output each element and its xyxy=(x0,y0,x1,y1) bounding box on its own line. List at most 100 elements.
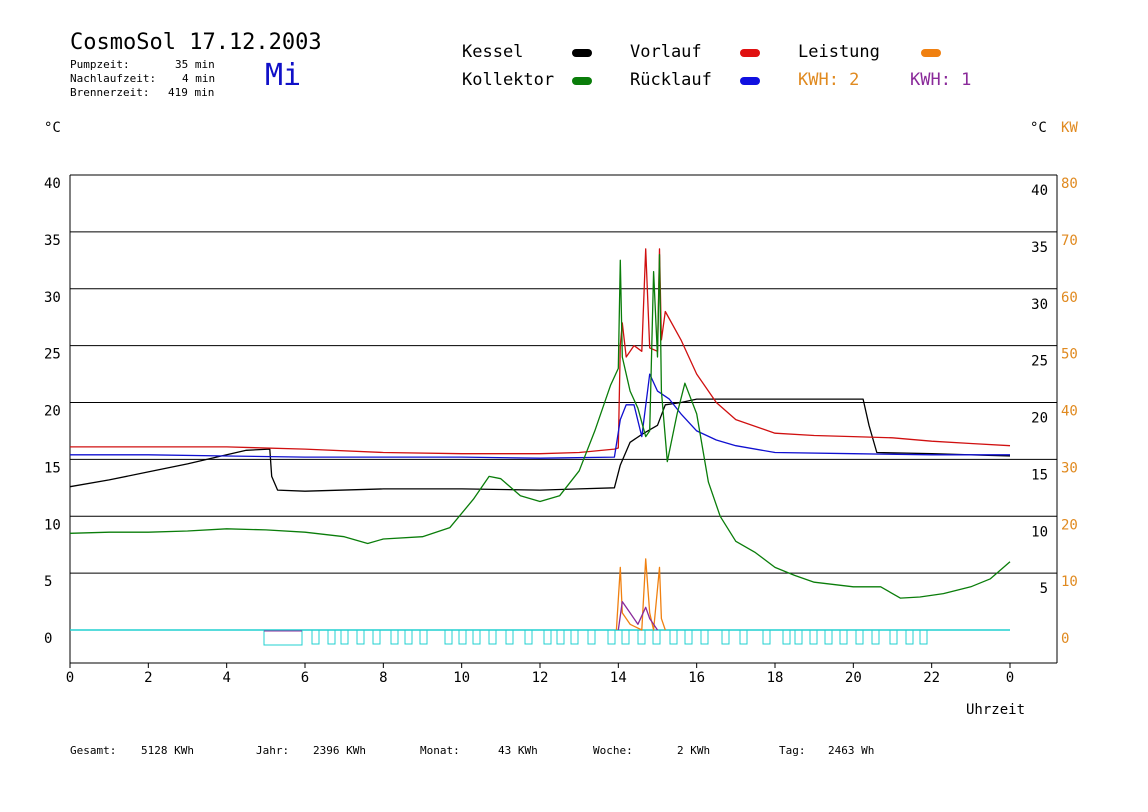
x-tick-label: 0 xyxy=(66,670,74,686)
y-tick-label-left: 10 xyxy=(44,517,61,533)
footer-tag-label: Tag: xyxy=(779,744,806,757)
footer-gesamt-label: Gesamt: xyxy=(70,744,117,757)
y-tick-label-right: 15 xyxy=(1031,467,1048,483)
legend-leistung-swatch xyxy=(921,49,941,57)
x-tick-label: 12 xyxy=(532,670,549,686)
legend-leistung-label: Leistung xyxy=(798,42,880,62)
legend-kessel-swatch xyxy=(572,49,592,57)
stat-brenner-label: Brennerzeit: xyxy=(70,86,150,99)
stat-pumpzeit-label: Pumpzeit: xyxy=(70,58,130,71)
series-line-leistung xyxy=(615,558,666,631)
pump-block xyxy=(824,629,833,645)
pump-block xyxy=(652,629,661,645)
legend-kollektor-label: Kollektor xyxy=(462,70,555,90)
kwh-2-label: KWH: 2 xyxy=(798,70,860,90)
pump-block xyxy=(263,629,303,646)
pump-block xyxy=(762,629,771,645)
x-tick-label: 16 xyxy=(688,670,705,686)
pump-block xyxy=(444,629,453,645)
pump-block xyxy=(419,629,428,645)
x-tick-label: 22 xyxy=(923,670,940,686)
y2-tick-label: 10 xyxy=(1061,574,1078,590)
pump-block xyxy=(327,629,336,645)
x-tick-label: 0 xyxy=(1006,670,1014,686)
y2-tick-label: 0 xyxy=(1061,631,1069,647)
kw-unit-label: KW xyxy=(1061,120,1078,136)
pump-block xyxy=(543,629,552,645)
footer-monat-value: 43 KWh xyxy=(498,744,538,757)
stat-brenner-value: 419 min xyxy=(168,86,215,99)
y-tick-label-right: 20 xyxy=(1031,411,1048,427)
pump-block xyxy=(700,629,709,645)
footer-jahr-value: 2396 KWh xyxy=(313,744,366,757)
legend-ruecklauf-label: Rücklauf xyxy=(630,70,712,90)
y2-tick-label: 70 xyxy=(1061,233,1078,249)
y-tick-label-left: 40 xyxy=(44,176,61,192)
stat-pumpzeit-value: 35 min xyxy=(175,58,215,71)
weekday-label: Mi xyxy=(265,58,302,93)
x-tick-label: 4 xyxy=(222,670,230,686)
pump-block xyxy=(472,629,481,645)
footer-jahr-label: Jahr: xyxy=(256,744,290,757)
pump-block xyxy=(739,629,748,645)
pump-block xyxy=(721,629,730,645)
page-title: CosmoSol 17.12.2003 xyxy=(70,30,322,55)
y2-tick-label: 60 xyxy=(1061,290,1078,306)
x-tick-label: 10 xyxy=(453,670,470,686)
y-tick-label-left: 30 xyxy=(44,290,61,306)
x-tick-label: 2 xyxy=(144,670,152,686)
y-tick-label-right: 40 xyxy=(1031,183,1048,199)
pump-block xyxy=(889,629,898,645)
y-tick-label-right: 5 xyxy=(1040,581,1048,597)
y-tick-label-right: 30 xyxy=(1031,297,1048,313)
pump-block xyxy=(684,629,693,645)
footer-tag-value: 2463 Wh xyxy=(828,744,875,757)
y2-tick-label: 40 xyxy=(1061,404,1078,420)
pump-block xyxy=(621,629,630,645)
y2-tick-label: 50 xyxy=(1061,347,1078,363)
x-tick-label: 18 xyxy=(767,670,784,686)
pump-block xyxy=(505,629,514,645)
y-tick-label-left: 5 xyxy=(44,574,52,590)
pump-block xyxy=(372,629,381,645)
stat-nachlauf-label: Nachlaufzeit: xyxy=(70,72,157,85)
footer-gesamt-value: 5128 KWh xyxy=(141,744,194,757)
series-line-kessel xyxy=(69,398,1011,492)
left-unit-label: °C xyxy=(44,120,61,136)
pump-block xyxy=(905,629,914,645)
x-tick-label: 14 xyxy=(610,670,627,686)
series-line-kollektor xyxy=(69,253,1011,599)
pump-block xyxy=(311,629,320,645)
y-tick-label-right: 25 xyxy=(1031,354,1048,370)
legend-ruecklauf-swatch xyxy=(740,77,760,85)
pump-block xyxy=(607,629,616,645)
pump-block xyxy=(855,629,864,645)
pump-block xyxy=(839,629,848,645)
series-line-r-cklauf xyxy=(70,373,1010,459)
y-tick-label-right: 10 xyxy=(1031,524,1048,540)
x-tick-label: 8 xyxy=(379,670,387,686)
y-tick-label-left: 35 xyxy=(44,233,61,249)
legend-vorlauf-label: Vorlauf xyxy=(630,42,702,62)
right-unit-label: °C xyxy=(1030,120,1047,136)
stat-nachlauf-value: 4 min xyxy=(182,72,216,85)
x-axis-label: Uhrzeit xyxy=(966,702,1026,718)
pump-block xyxy=(637,629,646,645)
pump-block xyxy=(919,629,928,645)
kwh-1-label: KWH: 1 xyxy=(910,70,972,90)
y-tick-label-left: 25 xyxy=(44,347,61,363)
pump-block xyxy=(871,629,880,645)
y2-tick-label: 30 xyxy=(1061,460,1078,476)
pump-block xyxy=(809,629,818,645)
footer-monat-label: Monat: xyxy=(420,744,460,757)
pump-block xyxy=(587,629,596,645)
pump-block xyxy=(488,629,497,645)
footer-woche-label: Woche: xyxy=(593,744,633,757)
legend-kollektor-swatch xyxy=(572,77,592,85)
series-line-kwh-1 xyxy=(617,600,659,631)
x-tick-label: 20 xyxy=(845,670,862,686)
footer-woche-value: 2 KWh xyxy=(677,744,711,757)
pump-block xyxy=(458,629,467,645)
pump-block xyxy=(390,629,399,645)
pump-block xyxy=(340,629,349,645)
